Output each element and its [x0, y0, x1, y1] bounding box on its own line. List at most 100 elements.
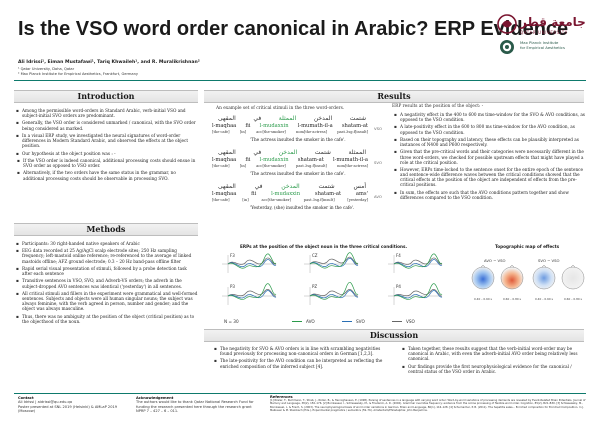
acknowledgement-text: The authors would like to thank Qatar Na… — [136, 400, 254, 414]
arabic-sentence: شتمت المدخن الممثلة في المقهى — [218, 115, 366, 122]
max-planck-logo — [500, 40, 514, 54]
contact-block: Contact Ali Idrissi | aidrissi@qu.edu.qa… — [18, 396, 118, 414]
gloss-word: [the-cafe] — [212, 164, 230, 168]
erp-results: ERP results at the position of the objec… — [392, 104, 586, 202]
translit-word: l-mumath-il-a — [332, 157, 368, 163]
gloss-word: [the-cafe] — [212, 198, 230, 202]
gloss: [insult]past.3sg.f [the-actress]nom [the… — [212, 130, 368, 134]
arabic-word: الممثلة — [278, 115, 297, 122]
affiliation-2: ² Max Planck Institute for Empirical Aes… — [18, 71, 138, 76]
arabic-word: المقهى — [218, 115, 236, 122]
poster-title: Is the VSO word order canonical in Arabi… — [18, 18, 569, 40]
condition-tag: SVO — [374, 160, 382, 165]
methods-section: Methods Participants: 30 right-handed na… — [14, 223, 198, 326]
electrode-label-pz: PZ — [312, 284, 317, 289]
translit-word: shatam-at — [297, 157, 324, 163]
contact-heading: Contact — [18, 396, 34, 400]
results-section: Results — [204, 90, 584, 103]
topomap-avo-late — [500, 264, 524, 290]
qu-english-name: QATAR UNIVERSITY — [520, 30, 568, 35]
topo-label-svo-vso: SVO − VSO — [538, 258, 560, 263]
discussion-bullet: Our findings provide the first neurophys… — [402, 364, 586, 374]
arabic-word: شتمت — [314, 149, 331, 156]
translit-word: fii — [251, 191, 257, 197]
methods-bullet: EEG data recorded at 25 Ag/AgCl scalp el… — [16, 248, 198, 263]
transliteration: shatam-at l-mumath-il-a l-mudaxxin fii l… — [212, 123, 368, 129]
arabic-word: الممثلة — [348, 149, 366, 156]
methods-bullet: Rapid serial visual presentation of stim… — [16, 266, 198, 276]
erp-bullet: However, ERPs time-locked to the sentenc… — [394, 167, 586, 187]
legend-label-avo: AVO — [306, 319, 315, 324]
stimulus-vso: شتمت المدخن الممثلة في المقهى VSO shatam… — [210, 114, 386, 147]
intro-bullet: Our hypothesis at the object position wa… — [16, 151, 198, 156]
authors: Ali Idrissi¹, Eiman Mustafawi¹, Tariq Kh… — [18, 60, 200, 65]
discussion-heading: Discussion — [204, 329, 584, 342]
gloss: [the-actress]nom [insult]past.3sg.f [the… — [212, 164, 368, 168]
qu-arabic-name: جامعة قطر — [520, 15, 586, 29]
condition-tag: AVO — [374, 194, 382, 199]
methods-bullet: Thus, there was no ambiguity at the posi… — [16, 314, 198, 324]
legend-swatch-svo — [342, 321, 352, 322]
hypothesis-bullet: Alternatively, if the two orders have th… — [17, 170, 198, 180]
condition-tag: VSO — [374, 126, 382, 131]
gloss-word: [insult]past.3sg.f — [296, 164, 327, 168]
electrode-label-cz: CZ — [312, 253, 318, 258]
erp-bullet: A late-positivity effect in the 600 to 8… — [394, 124, 586, 134]
electrode-p3 — [222, 283, 277, 305]
gloss-word: [yesterday] — [347, 198, 368, 202]
electrode-cz — [304, 252, 359, 273]
erp-bullet: In sum, the effects are such that the AV… — [394, 190, 586, 200]
free-translation: 'Yesterday, (she) insulted the smoker in… — [250, 205, 355, 210]
electrode-label-f3: F3 — [230, 253, 235, 258]
header-divider — [14, 80, 586, 81]
arabic-word: المقهى — [218, 183, 236, 190]
hypothesis-bullet: If the VSO order is indeed canonical, ad… — [17, 158, 198, 168]
references-text: [1] Rösler, F., Pechmann, T., Streb, J.,… — [270, 399, 586, 412]
translit-word: l-mudaxxin — [259, 157, 289, 163]
topo-window-2: 0.60 – 0.80 s — [503, 297, 521, 301]
methods-bullet: All critical stimuli and fillers in the … — [16, 291, 198, 311]
arabic-word: في — [253, 115, 262, 122]
mpi-name-line-2: for Empirical Aesthetics — [520, 44, 565, 50]
topo-windows: 0.40 – 0.60 s 0.60 – 0.80 s 0.40 – 0.60 … — [468, 297, 590, 303]
electrode-pz — [304, 281, 359, 305]
references-block: References [1] Rösler, F., Pechmann, T.,… — [270, 395, 588, 412]
results-heading: Results — [204, 90, 584, 103]
translit-word: fii — [245, 157, 251, 163]
translit-word: l-maqhaa — [212, 123, 237, 129]
gloss-word: [the-smoker]acc — [261, 198, 291, 202]
arabic-word: المدخن — [281, 183, 300, 190]
discussion-bullet: The negativity for SVO & AVO orders is i… — [214, 346, 390, 356]
discussion-left-list: The negativity for SVO & AVO orders is i… — [212, 346, 390, 369]
arabic-word: أمس — [353, 183, 366, 190]
arabic-word: في — [254, 183, 263, 190]
gloss-word: [the-smoker]acc — [256, 164, 286, 168]
discussion-section: Discussion — [204, 329, 584, 342]
methods-bullet: Transitive sentences in VSO, SVO, and Ad… — [16, 278, 198, 288]
free-translation: 'The actress insulted the smoker in the … — [250, 171, 346, 176]
electrode-f4 — [388, 253, 443, 273]
translit-word: 'ams — [355, 191, 368, 197]
references-heading: References — [270, 395, 293, 399]
gloss-word: [insult]past.3sg.f — [303, 198, 335, 202]
translit-word: l-maqhaa — [212, 157, 237, 163]
topo-figure-title: Topographic map of effects — [495, 244, 560, 249]
gloss-word: [the-actress]nom — [296, 130, 327, 134]
electrode-label-p3: P3 — [230, 284, 235, 289]
translit-word: l-maqhaa — [212, 191, 237, 197]
arabic-sentence: الممثلة شتمت المدخن في المقهى — [218, 149, 366, 156]
methods-heading: Methods — [14, 223, 198, 236]
methods-bullet: Participants: 30 right-handed native spe… — [16, 241, 198, 246]
electrode-f3 — [222, 253, 277, 273]
gloss-word: [in] — [239, 164, 247, 168]
topomap-svo-late — [561, 264, 585, 290]
translit-word: shatam-at — [341, 123, 368, 129]
arabic-sentence: أمس شتمت المدخن في المقهى — [218, 183, 366, 190]
electrode-label-p4: P4 — [396, 284, 401, 289]
gloss-word: [the-smoker]acc — [256, 130, 286, 134]
stimuli-caption: An example set of critical stimuli in th… — [216, 106, 345, 111]
transliteration: l-mumath-il-a shatam-at l-mudaxxin fii l… — [212, 157, 368, 163]
affiliations: ¹ Qatar University, Doha, Qatar ² Max Pl… — [18, 67, 138, 76]
topographic-maps — [471, 264, 585, 290]
contact-line: Poster presented at SNL 2019 (Helsinki) … — [18, 404, 118, 414]
